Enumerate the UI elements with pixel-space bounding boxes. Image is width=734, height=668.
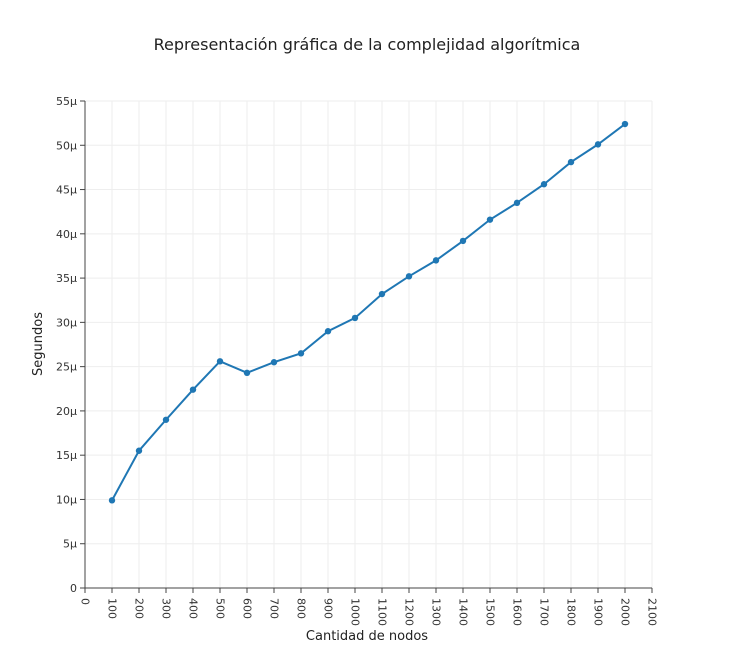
data-point: [297, 350, 305, 357]
data-point: [405, 273, 413, 280]
data-point: [189, 386, 197, 393]
chart-title: Representación gráfica de la complejidad…: [154, 35, 581, 54]
x-tick-label: 2000: [619, 598, 632, 626]
data-point: [540, 181, 548, 188]
y-tick-label: 0: [70, 582, 77, 595]
data-point: [513, 199, 521, 207]
data-point: [378, 290, 386, 298]
y-tick-label: 10µ: [56, 493, 77, 506]
data-point: [135, 447, 143, 454]
y-tick-label: 35µ: [56, 272, 77, 285]
y-tick-label: 40µ: [56, 228, 77, 241]
x-tick-label: 1000: [349, 598, 362, 626]
x-tick-label: 600: [241, 598, 254, 619]
x-tick-label: 1600: [511, 598, 524, 626]
data-point: [567, 158, 575, 166]
y-tick-label: 5µ: [63, 538, 77, 551]
x-tick-label: 1700: [538, 598, 551, 626]
data-point: [486, 216, 494, 223]
data-point: [594, 141, 602, 148]
y-tick-label: 30µ: [56, 316, 77, 329]
x-tick-label: 700: [268, 598, 281, 619]
x-tick-label: 1400: [457, 598, 470, 626]
x-tick-label: 0: [79, 598, 92, 605]
data-point: [216, 358, 224, 365]
x-tick-label: 1900: [592, 598, 605, 626]
x-tick-label: 1500: [484, 598, 497, 626]
x-tick-label: 500: [214, 598, 227, 619]
x-tick-label: 2100: [646, 598, 659, 626]
x-tick-label: 400: [187, 598, 200, 619]
x-tick-label: 300: [160, 598, 173, 619]
x-axis-title: Cantidad de nodos: [306, 629, 428, 644]
y-tick-label: 15µ: [56, 449, 77, 462]
data-point: [324, 328, 332, 335]
x-tick-label: 1100: [376, 598, 389, 626]
y-tick-label: 45µ: [56, 184, 77, 197]
data-point: [108, 497, 116, 504]
x-tick-label: 800: [295, 598, 308, 619]
x-tick-label: 1300: [430, 598, 443, 626]
y-tick-label: 25µ: [56, 361, 77, 374]
x-tick-label: 900: [322, 598, 335, 619]
grid: [85, 100, 653, 588]
x-tick-label: 100: [106, 598, 119, 619]
data-point: [270, 359, 278, 366]
y-axis: 0 5µ 10µ 15µ 20µ 25µ 30µ 35µ 40µ 45µ 50µ 55µ: [56, 95, 85, 595]
y-tick-label: 55µ: [56, 95, 77, 108]
x-axis: 0 100 200 300 400 500 600 700 800 900 1000 1100 1200…: [79, 588, 659, 626]
data-point: [243, 369, 251, 377]
y-tick-label: 20µ: [56, 405, 77, 418]
x-tick-label: 1200: [403, 598, 416, 626]
data-points: [108, 120, 629, 504]
x-tick-label: 1800: [565, 598, 578, 626]
data-point: [432, 257, 440, 264]
data-point: [351, 314, 359, 322]
data-point: [621, 120, 629, 128]
data-point: [162, 416, 170, 423]
data-point: [459, 237, 467, 245]
y-tick-label: 50µ: [56, 139, 77, 152]
x-tick-label: 200: [133, 598, 146, 619]
series-line: [111, 123, 626, 501]
y-axis-title: Segundos: [31, 312, 46, 376]
